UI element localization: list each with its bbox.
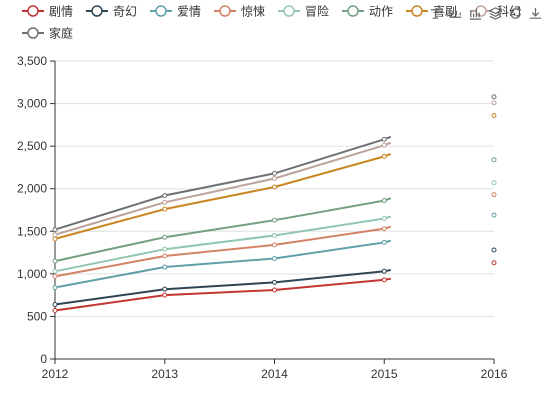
y-tick-label: 2,500 <box>17 139 47 153</box>
data-point <box>491 247 497 253</box>
axes: 0 500 1,000 1,500 2,000 2,500 3,000 3,500 2012 20… <box>17 54 508 381</box>
data-point <box>272 170 277 176</box>
y-tick-label: 2,000 <box>17 182 47 196</box>
data-point <box>381 239 387 245</box>
line-chart-icon[interactable] <box>466 4 484 22</box>
y-tick-label: 3,000 <box>17 97 47 111</box>
legend-item[interactable]: 惊悚 <box>214 4 265 19</box>
data-point <box>52 273 58 279</box>
data-point <box>52 232 58 238</box>
data-point <box>272 242 277 248</box>
legend-label: 剧情 <box>49 5 73 19</box>
x-tick-label: 2016 <box>481 367 508 381</box>
data-point <box>52 307 58 313</box>
data-point <box>491 212 497 218</box>
legend-label: 奇幻 <box>113 5 137 19</box>
data-point <box>491 157 497 163</box>
text-icon[interactable] <box>426 4 444 22</box>
legend-marker <box>347 5 359 17</box>
legend-item[interactable]: 家庭 <box>22 26 73 41</box>
data-point <box>52 268 58 274</box>
data-point <box>52 227 58 233</box>
data-point <box>491 260 497 266</box>
data-point <box>162 234 168 240</box>
y-tick-label: 0 <box>40 352 47 366</box>
data-point <box>162 206 168 212</box>
legend-marker <box>219 5 231 17</box>
series-line <box>54 269 391 306</box>
series-line <box>54 135 392 231</box>
data-point <box>162 292 168 298</box>
legend-label: 动作 <box>369 5 393 19</box>
data-point <box>52 302 58 308</box>
data-point <box>381 226 387 232</box>
legend-marker <box>27 5 39 17</box>
data-point <box>162 246 168 252</box>
series-lines <box>52 94 497 313</box>
y-tick-label: 3,500 <box>17 54 47 68</box>
stack-icon[interactable] <box>486 4 504 22</box>
data-point <box>381 216 387 222</box>
y-tick-label: 1,500 <box>17 224 47 238</box>
series-line <box>54 239 392 289</box>
legend-marker <box>411 5 423 17</box>
data-point <box>491 94 497 100</box>
legend-marker <box>283 5 295 17</box>
data-point <box>52 258 58 264</box>
data-point <box>52 284 58 290</box>
legend-label: 喜剧 <box>433 5 457 19</box>
data-point <box>272 175 277 181</box>
series-line <box>54 197 392 263</box>
data-point <box>272 233 277 239</box>
legend-marker <box>155 5 167 17</box>
data-point <box>52 236 58 242</box>
data-point <box>491 112 497 118</box>
x-tick-label: 2014 <box>261 367 288 381</box>
chart-toolbar <box>426 4 544 22</box>
data-point <box>381 277 387 283</box>
legend-marker <box>27 27 39 39</box>
data-point <box>381 198 387 204</box>
data-point <box>272 287 277 293</box>
x-tick-label: 2012 <box>42 367 69 381</box>
data-point <box>381 136 387 142</box>
data-point <box>381 268 387 274</box>
series-line <box>54 277 391 312</box>
y-tick-label: 500 <box>27 309 47 323</box>
data-point <box>381 142 387 148</box>
data-point <box>272 279 277 285</box>
grid-table-icon[interactable] <box>446 4 464 22</box>
legend-label: 家庭 <box>49 26 73 41</box>
legend-label: 冒险 <box>305 4 329 19</box>
data-point <box>272 256 277 262</box>
save-download-icon[interactable] <box>526 4 544 22</box>
legend-item[interactable]: 动作 <box>342 5 393 19</box>
data-point <box>491 192 497 198</box>
data-point <box>162 253 168 259</box>
data-point <box>491 180 497 186</box>
data-point <box>162 193 168 199</box>
legend-marker <box>91 5 103 17</box>
data-point <box>272 217 277 223</box>
restore-icon[interactable] <box>506 4 524 22</box>
legend-item[interactable]: 剧情 <box>22 5 73 19</box>
data-point <box>272 184 277 190</box>
legend-item[interactable]: 喜剧 <box>406 5 457 19</box>
y-tick-label: 1,000 <box>17 267 47 281</box>
legend-item[interactable]: 奇幻 <box>86 5 137 19</box>
series-line <box>54 225 392 278</box>
data-point <box>162 199 168 205</box>
data-point <box>162 286 168 292</box>
legend-item[interactable]: 冒险 <box>278 4 329 19</box>
legend-label: 爱情 <box>177 5 201 19</box>
data-point <box>491 100 497 106</box>
legend-label: 惊悚 <box>241 4 265 19</box>
x-tick-label: 2015 <box>371 367 398 381</box>
x-tick-label: 2013 <box>151 367 178 381</box>
legend-item[interactable]: 爱情 <box>150 5 201 19</box>
data-point <box>162 264 168 270</box>
data-point <box>381 153 387 159</box>
